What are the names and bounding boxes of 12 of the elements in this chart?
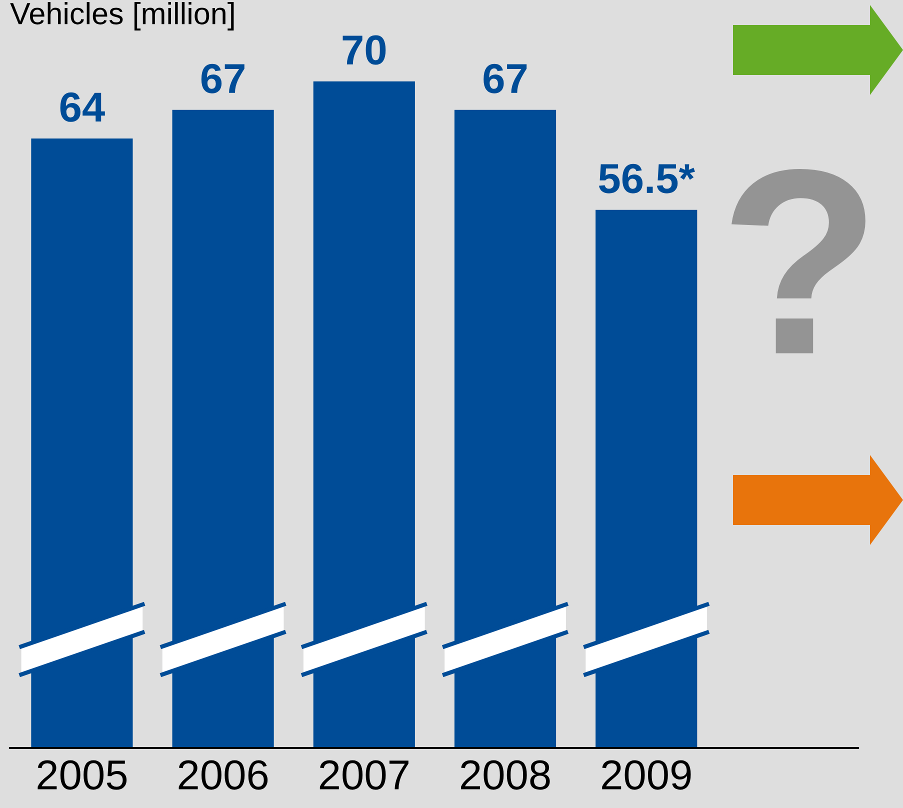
data-label: 70 (342, 35, 386, 65)
x-tick-label: 2007 (320, 760, 408, 790)
data-label: 67 (484, 64, 527, 94)
data-label: 56.5* (598, 164, 695, 194)
data-label: 67 (201, 64, 244, 94)
x-tick-label: 2009 (602, 760, 691, 790)
text: ? (732, 168, 866, 354)
x-tick-label: 2005 (38, 760, 127, 790)
x-tick-label: 2008 (461, 760, 550, 790)
data-label: 64 (60, 92, 105, 122)
x-tick-label: 2006 (178, 760, 268, 790)
y-axis-title: Vehicles [million] (10, 2, 234, 30)
